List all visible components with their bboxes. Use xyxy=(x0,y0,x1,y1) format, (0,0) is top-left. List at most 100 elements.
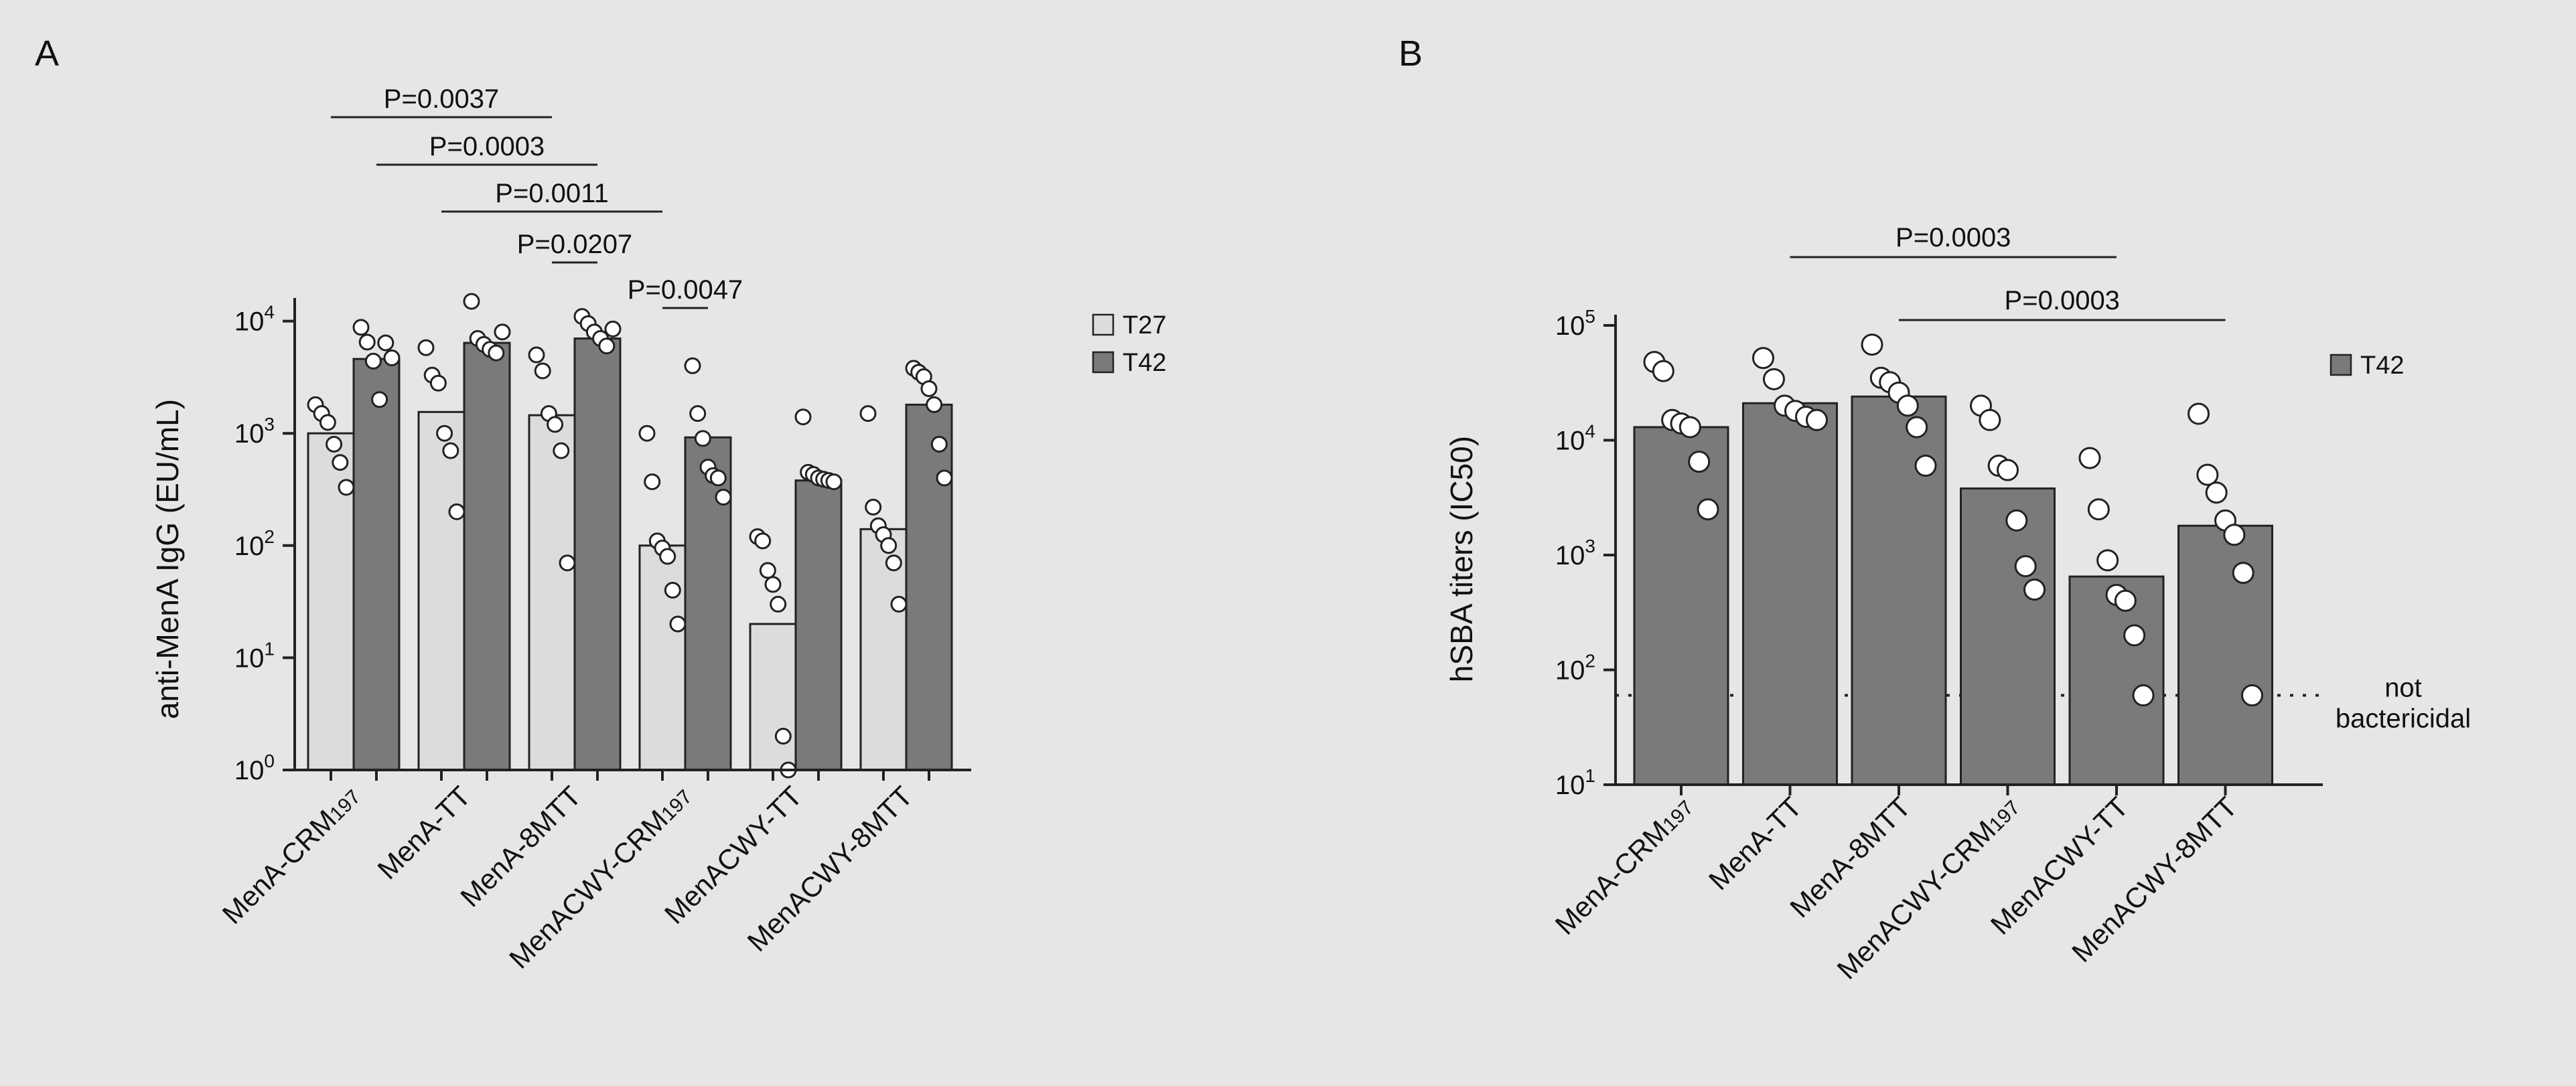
data-point xyxy=(774,728,792,745)
data-point xyxy=(371,391,388,408)
y-tick-exponent: 4 xyxy=(1585,421,1595,442)
data-point xyxy=(638,424,656,442)
data-point xyxy=(885,554,902,572)
panel-b-threshold: not bactericidal xyxy=(1616,674,2471,734)
bar-t42-3 xyxy=(684,436,732,771)
data-point xyxy=(920,380,938,398)
data-point xyxy=(383,350,401,367)
data-point xyxy=(759,562,776,579)
panel-b-label: B xyxy=(1399,33,1423,74)
data-point xyxy=(764,576,782,593)
panel-a-legend: T27 T42 xyxy=(1092,311,1166,377)
y-tick-label: 103 xyxy=(234,414,275,449)
panel-a-comparisons: P=0.0037 P=0.0003 P=0.0011 P=0.0207 P=0.0047 xyxy=(331,84,743,309)
data-point xyxy=(2205,481,2228,504)
data-point xyxy=(488,344,505,362)
bar-t27-1 xyxy=(417,410,466,771)
data-point xyxy=(1697,498,1719,521)
data-point xyxy=(1979,408,2001,431)
panel-b-bars xyxy=(1633,395,2273,786)
y-tick-exponent: 1 xyxy=(264,638,275,659)
data-point xyxy=(2078,447,2101,469)
y-tick-exponent: 2 xyxy=(264,526,275,547)
y-tick-exponent: 5 xyxy=(1585,306,1595,327)
data-point xyxy=(669,615,687,633)
bar-t42-2 xyxy=(1851,395,1947,786)
comparison-p-value: P=0.0003 xyxy=(429,132,545,161)
y-tick-exponent: 2 xyxy=(1585,651,1595,672)
panel-b-y-axis-title: hSBA titers (IC50) xyxy=(1444,436,1479,682)
data-point xyxy=(684,357,701,374)
data-point xyxy=(865,498,882,516)
data-point xyxy=(332,454,349,471)
data-point xyxy=(1906,416,1928,439)
comparison-p-value: P=0.0207 xyxy=(517,230,632,259)
panel-a-bars xyxy=(307,337,953,771)
legend-swatch-t27 xyxy=(1092,313,1115,336)
data-point xyxy=(659,548,676,565)
comparison-p-value: P=0.0003 xyxy=(2005,286,2120,315)
data-point xyxy=(463,293,480,310)
panel-b-points xyxy=(1643,333,2263,707)
legend-label-t42: T42 xyxy=(1123,349,1166,377)
data-point xyxy=(890,595,908,613)
bar-t42-4 xyxy=(794,479,843,771)
data-point xyxy=(448,503,466,520)
data-point xyxy=(794,408,812,426)
comparison-p-value: P=0.0011 xyxy=(495,179,608,208)
y-tick-exponent: 3 xyxy=(1585,536,1595,556)
data-point xyxy=(1896,394,1919,417)
data-point xyxy=(880,537,898,554)
data-point xyxy=(664,581,681,599)
data-point xyxy=(319,414,336,431)
data-point xyxy=(442,442,459,459)
data-point xyxy=(825,473,843,491)
data-point xyxy=(358,333,376,351)
panel-b-comparisons: P=0.0003 P=0.0003 xyxy=(1790,223,2226,321)
data-point xyxy=(2188,402,2210,425)
bar-t42-3 xyxy=(1960,487,2056,786)
bar-t42-0 xyxy=(352,358,401,771)
data-point xyxy=(417,339,435,356)
data-point xyxy=(1914,455,1937,477)
data-point xyxy=(547,416,564,433)
threshold-label-bactericidal: bactericidal xyxy=(2336,704,2471,734)
legend-label-t42: T42 xyxy=(2360,352,2404,380)
data-point xyxy=(2123,624,2146,647)
legend-label-t27: T27 xyxy=(1123,311,1166,339)
bar-t42-5 xyxy=(905,403,953,771)
data-point xyxy=(2232,562,2255,585)
data-point xyxy=(528,346,545,364)
data-point xyxy=(352,319,370,336)
data-point xyxy=(2114,589,2137,612)
data-point xyxy=(926,396,943,413)
bar-t27-4 xyxy=(749,623,797,771)
data-point xyxy=(715,489,732,506)
data-point xyxy=(326,435,343,453)
data-point xyxy=(1652,360,1674,382)
data-point xyxy=(534,362,551,380)
data-point xyxy=(2005,509,2028,532)
data-point xyxy=(436,424,453,442)
data-point xyxy=(1763,368,1785,390)
y-tick-exponent: 3 xyxy=(264,414,275,435)
bar-t42-2 xyxy=(573,337,622,771)
data-point xyxy=(1752,347,1774,370)
panel-a: A anti-MenA IgG (EU/mL) 100101102103104 … xyxy=(35,33,1166,974)
bar-t27-2 xyxy=(528,414,576,771)
data-point xyxy=(936,469,953,487)
data-point xyxy=(709,469,727,487)
data-point xyxy=(338,479,355,496)
data-point xyxy=(1997,459,2019,481)
y-tick-label: 101 xyxy=(1555,765,1595,800)
panel-b-axes xyxy=(1614,315,2323,795)
comparison-p-value: P=0.0037 xyxy=(384,84,499,114)
y-tick-exponent: 4 xyxy=(264,302,275,323)
bar-t42-1 xyxy=(1742,402,1838,786)
y-tick-exponent: 1 xyxy=(1585,765,1595,786)
data-point xyxy=(1688,451,1711,473)
data-point xyxy=(2196,463,2219,486)
